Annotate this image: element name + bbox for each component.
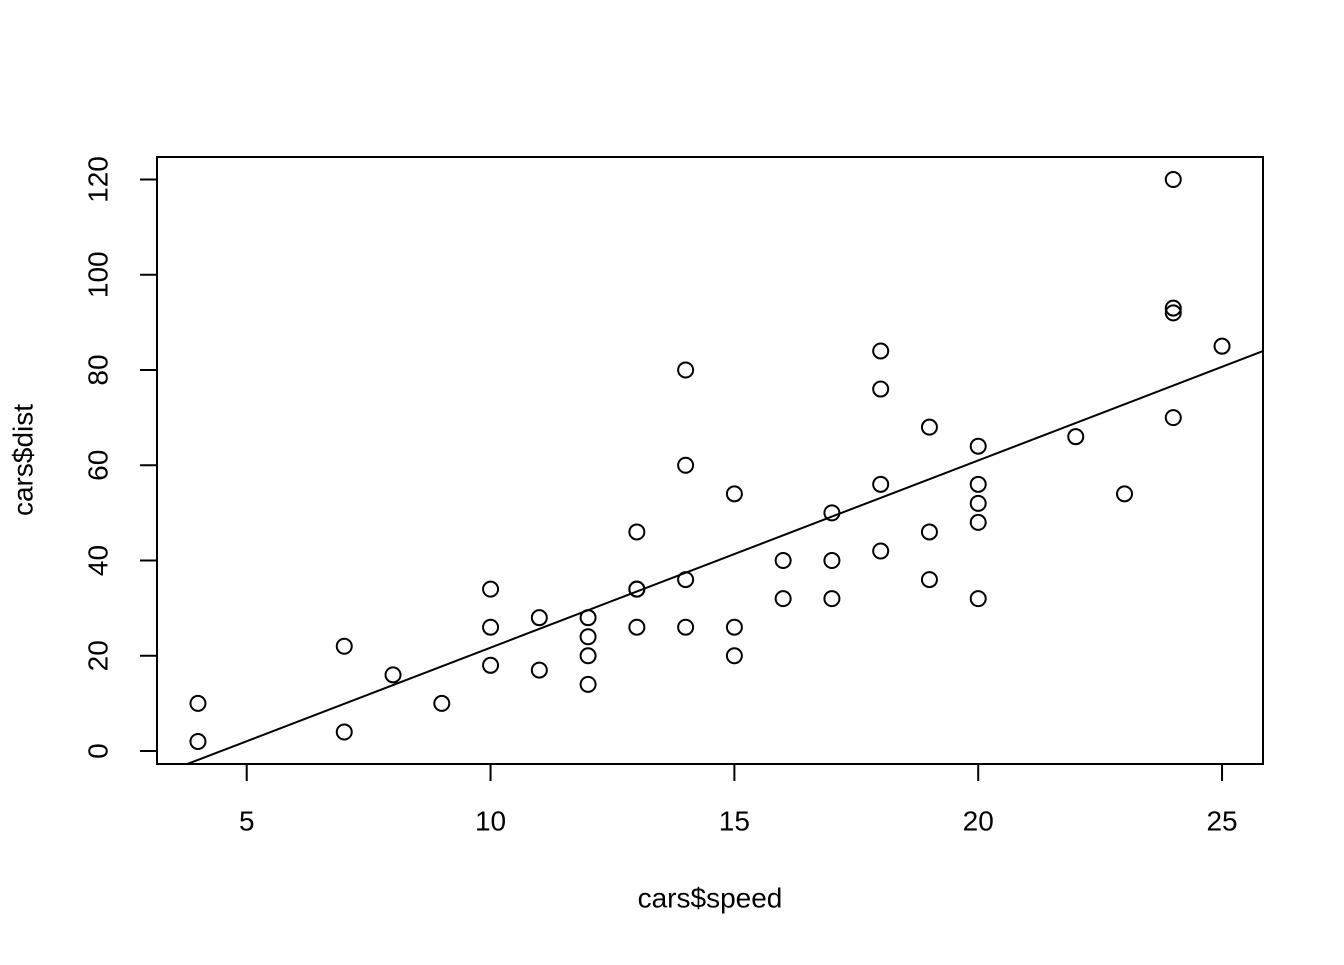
point (384, 666, 402, 684)
y-tick-label: 100 (82, 251, 113, 298)
point (725, 485, 743, 503)
point (1164, 409, 1182, 427)
point (969, 494, 987, 512)
point (969, 475, 987, 493)
point (774, 552, 792, 570)
y-tick-label: 40 (82, 545, 113, 576)
x-tick-label: 20 (963, 805, 994, 836)
point (628, 618, 646, 636)
point (969, 513, 987, 531)
x-tick-label: 10 (475, 805, 506, 836)
point (872, 380, 890, 398)
point (823, 504, 841, 522)
point (823, 552, 841, 570)
point (482, 656, 500, 674)
point (433, 694, 451, 712)
x-tick-label: 5 (239, 805, 255, 836)
plot-area (184, 350, 1263, 764)
x-tick-label: 25 (1206, 805, 1237, 836)
point (579, 609, 597, 627)
point (1164, 170, 1182, 188)
point (677, 571, 695, 589)
point (335, 723, 353, 741)
y-tick-label: 20 (82, 640, 113, 671)
point (920, 571, 938, 589)
point (920, 418, 938, 436)
point (482, 618, 500, 636)
point (628, 580, 646, 598)
y-tick-label: 80 (82, 354, 113, 385)
point (677, 456, 695, 474)
regression-line (184, 350, 1263, 764)
point (579, 675, 597, 693)
point (628, 523, 646, 541)
point (774, 590, 792, 608)
point (530, 609, 548, 627)
point (872, 542, 890, 560)
point (969, 590, 987, 608)
point (335, 637, 353, 655)
point (969, 437, 987, 455)
point (530, 661, 548, 679)
plot-box (156, 156, 1264, 765)
point (189, 733, 207, 751)
point (1164, 299, 1182, 317)
point (1116, 485, 1134, 503)
point (1067, 428, 1085, 446)
point (920, 523, 938, 541)
point (677, 618, 695, 636)
y-tick-label: 0 (82, 743, 113, 759)
point (677, 361, 695, 379)
y-axis-title: cars$dist (7, 404, 38, 516)
y-tick-label: 120 (82, 156, 113, 203)
point (872, 342, 890, 360)
y-tick-label: 60 (82, 450, 113, 481)
point (579, 628, 597, 646)
point (725, 618, 743, 636)
point (725, 647, 743, 665)
point (482, 580, 500, 598)
x-tick-label: 15 (719, 805, 750, 836)
point (872, 475, 890, 493)
point (1164, 304, 1182, 322)
point (579, 647, 597, 665)
point (189, 694, 207, 712)
point (823, 590, 841, 608)
point (1213, 337, 1231, 355)
x-axis-title: cars$speed (638, 882, 783, 913)
